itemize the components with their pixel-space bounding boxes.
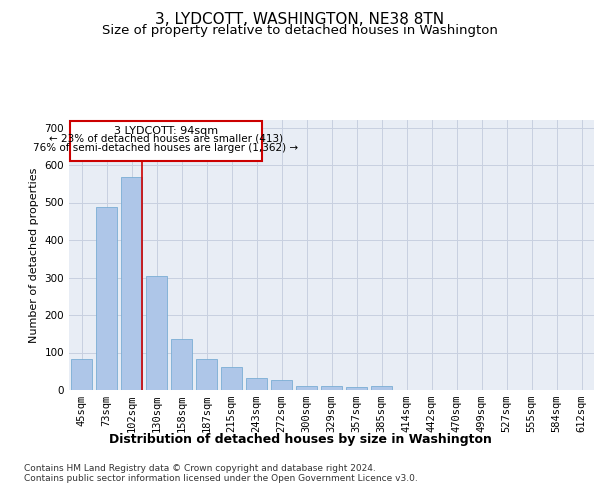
- Bar: [371, 386, 392, 390]
- Bar: [146, 276, 167, 390]
- Text: Size of property relative to detached houses in Washington: Size of property relative to detached ho…: [102, 24, 498, 37]
- Bar: [346, 387, 367, 390]
- Bar: [246, 378, 267, 390]
- Text: 3, LYDCOTT, WASHINGTON, NE38 8TN: 3, LYDCOTT, WASHINGTON, NE38 8TN: [155, 12, 445, 28]
- Text: Contains HM Land Registry data © Crown copyright and database right 2024.
Contai: Contains HM Land Registry data © Crown c…: [24, 464, 418, 483]
- Text: ← 23% of detached houses are smaller (413): ← 23% of detached houses are smaller (41…: [49, 134, 283, 144]
- Bar: [296, 386, 317, 390]
- Bar: [171, 340, 192, 390]
- Bar: [70, 120, 262, 161]
- Bar: [96, 208, 117, 390]
- Bar: [271, 380, 292, 390]
- Text: Distribution of detached houses by size in Washington: Distribution of detached houses by size …: [109, 432, 491, 446]
- Bar: [321, 386, 342, 390]
- Bar: [71, 359, 92, 390]
- Bar: [121, 178, 142, 390]
- Bar: [196, 358, 217, 390]
- Text: 3 LYDCOTT: 94sqm: 3 LYDCOTT: 94sqm: [114, 126, 218, 136]
- Bar: [221, 367, 242, 390]
- Text: 76% of semi-detached houses are larger (1,362) →: 76% of semi-detached houses are larger (…: [34, 143, 298, 153]
- Y-axis label: Number of detached properties: Number of detached properties: [29, 168, 39, 342]
